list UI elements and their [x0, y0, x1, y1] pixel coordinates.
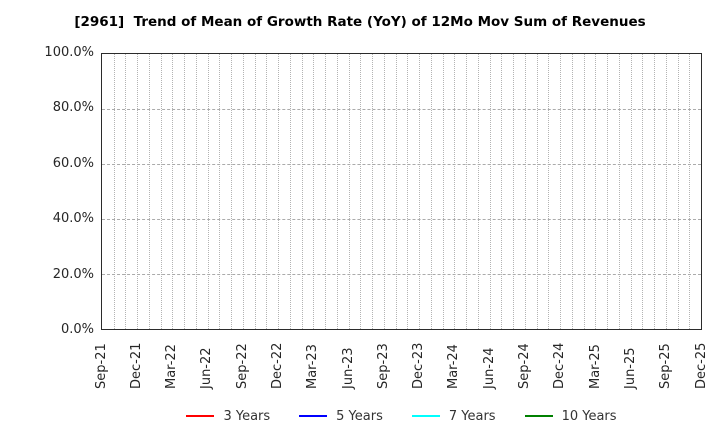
gridline-vertical [301, 54, 303, 329]
gridline-vertical [548, 54, 550, 329]
gridline-vertical [536, 54, 538, 329]
x-tick-label: Dec-25 [693, 342, 709, 389]
y-tick-label: 80.0% [52, 100, 94, 116]
x-tick-label: Jun-25 [622, 347, 638, 389]
gridline-vertical [513, 54, 515, 329]
gridline-vertical [466, 54, 468, 329]
legend-item-5-years: 5 Years [299, 409, 383, 424]
gridline-vertical [313, 54, 315, 329]
x-tick-label: Jun-22 [199, 347, 215, 389]
legend-line-icon [524, 414, 553, 418]
legend-item-10-years: 10 Years [524, 408, 617, 424]
gridline-vertical [583, 54, 585, 329]
gridline-vertical [607, 54, 609, 329]
gridline-vertical [618, 54, 620, 329]
gridline-vertical [689, 54, 691, 329]
legend-label: 10 Years [561, 408, 617, 424]
gridline-vertical [654, 54, 656, 329]
gridline-vertical [372, 54, 374, 329]
legend-item-3-years: 3 Years [186, 409, 270, 424]
gridline-vertical [419, 54, 421, 329]
x-tick-label: Mar-24 [446, 344, 462, 389]
gridline-vertical [231, 54, 233, 329]
chart-title: [2961] Trend of Mean of Growth Rate (YoY… [74, 14, 646, 30]
gridline-vertical [289, 54, 291, 329]
x-tick-label: Dec-23 [411, 342, 427, 389]
x-tick-label: Dec-21 [128, 342, 144, 389]
gridline-vertical [501, 54, 503, 329]
gridline-vertical [383, 54, 385, 329]
y-tick-label: 60.0% [52, 155, 94, 171]
x-tick-label: Mar-23 [305, 344, 321, 389]
x-tick-label: Sep-25 [658, 343, 674, 389]
gridline-vertical [454, 54, 456, 329]
gridline-vertical [360, 54, 362, 329]
legend-label: 3 Years [223, 408, 271, 424]
gridline-vertical [395, 54, 397, 329]
gridline-vertical [524, 54, 526, 329]
gridline-vertical [266, 54, 268, 329]
x-tick-label: Jun-23 [340, 347, 356, 389]
gridline-horizontal [102, 109, 701, 110]
gridline-vertical [571, 54, 573, 329]
gridline-vertical [642, 54, 644, 329]
gridline-vertical [595, 54, 597, 329]
gridline-vertical [407, 54, 409, 329]
legend-label: 5 Years [336, 408, 383, 424]
x-tick-label: Sep-24 [517, 343, 533, 389]
legend-line-icon [411, 414, 440, 418]
plot-area [101, 53, 702, 330]
legend-line-icon [299, 414, 328, 418]
gridline-vertical [125, 54, 127, 329]
x-tick-label: Sep-22 [234, 343, 250, 389]
gridline-vertical [160, 54, 162, 329]
gridline-vertical [336, 54, 338, 329]
gridline-horizontal [102, 274, 701, 275]
gridline-vertical [219, 54, 221, 329]
y-tick-label: 100.0% [44, 45, 94, 60]
legend-label: 7 Years [448, 408, 496, 424]
x-tick-label: Dec-24 [552, 342, 568, 389]
gridline-vertical [489, 54, 491, 329]
gridline-vertical [148, 54, 150, 329]
x-tick-label: Sep-21 [93, 343, 109, 389]
gridline-vertical [430, 54, 432, 329]
x-tick-label: Dec-22 [269, 342, 285, 389]
gridline-vertical [560, 54, 562, 329]
gridline-vertical [195, 54, 197, 329]
legend: 3 Years 5 Years 7 Years 10 Years [101, 406, 702, 426]
gridline-vertical [348, 54, 350, 329]
gridline-vertical [665, 54, 667, 329]
y-tick-label: 40.0% [52, 211, 94, 227]
gridline-vertical [677, 54, 679, 329]
x-tick-label: Jun-24 [481, 347, 497, 389]
gridline-vertical [184, 54, 186, 329]
gridline-vertical [113, 54, 115, 329]
gridline-vertical [325, 54, 327, 329]
gridline-vertical [137, 54, 139, 329]
x-tick-label: Mar-22 [164, 344, 180, 389]
gridline-vertical [278, 54, 280, 329]
gridline-vertical [207, 54, 209, 329]
gridline-horizontal [102, 219, 701, 220]
gridline-vertical [630, 54, 632, 329]
y-tick-label: 20.0% [52, 266, 94, 282]
gridline-vertical [477, 54, 479, 329]
gridline-vertical [172, 54, 174, 329]
gridline-horizontal [102, 164, 701, 165]
gridline-vertical [442, 54, 444, 329]
x-tick-label: Sep-23 [375, 343, 391, 389]
legend-line-icon [186, 414, 215, 418]
x-tick-label: Mar-25 [587, 344, 603, 389]
legend-item-7-years: 7 Years [411, 408, 496, 424]
gridline-vertical [242, 54, 244, 329]
y-tick-label: 0.0% [60, 322, 94, 337]
gridline-vertical [254, 54, 256, 329]
